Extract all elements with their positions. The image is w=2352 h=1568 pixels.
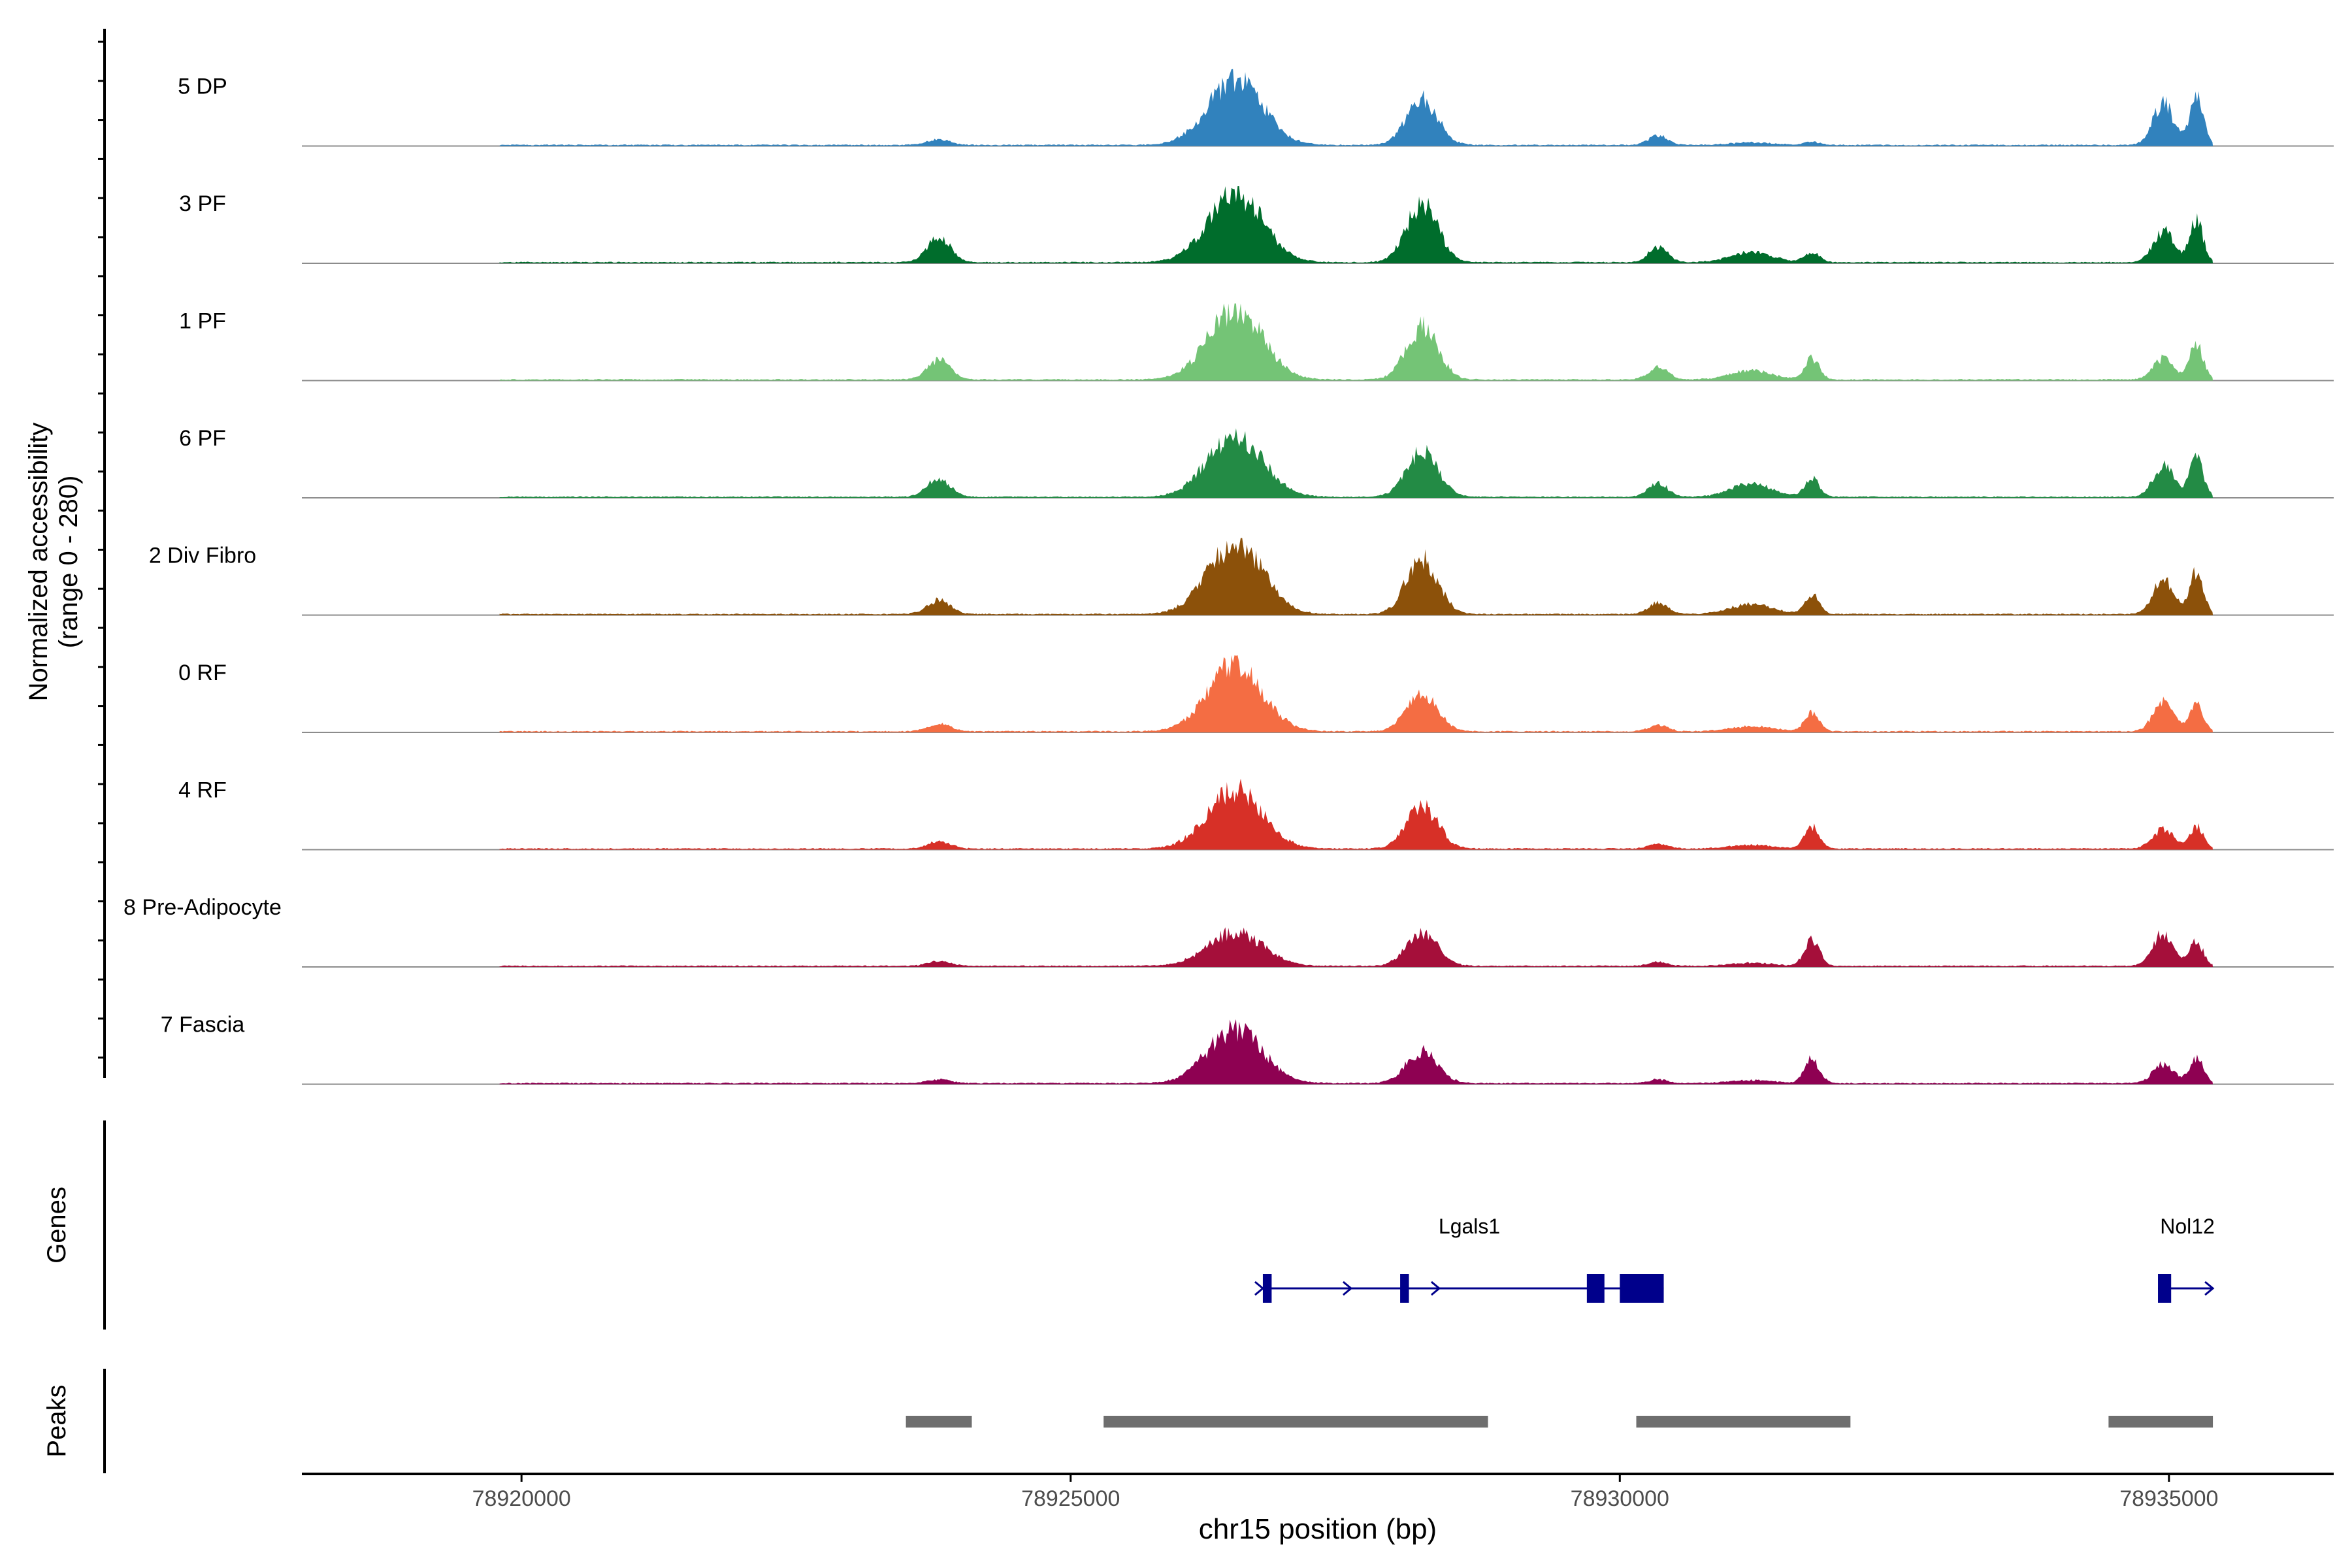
- coverage-track: 5 DP: [178, 69, 2334, 147]
- coverage-track: 8 Pre-Adipocyte: [123, 895, 2334, 968]
- track-label: 3 PF: [179, 191, 226, 216]
- strand-arrow: [1342, 1281, 1353, 1296]
- peak-bar: [2108, 1416, 2213, 1428]
- track-label: 7 Fascia: [161, 1013, 245, 1037]
- coverage-track: 2 Div Fibro: [149, 538, 2334, 616]
- gene-exon: [1262, 1274, 1272, 1303]
- gene-exon: [1586, 1274, 1605, 1303]
- x-axis-ticks: 78920000 78925000 78930000 78935000: [472, 1474, 2218, 1511]
- coverage-track: 3 PF: [179, 186, 2334, 264]
- track-label: 1 PF: [179, 309, 226, 334]
- gene-model: Nol12: [2158, 1215, 2215, 1303]
- peak-bar: [1636, 1416, 1851, 1428]
- coverage-tracks: 5 DP 3 PF 1 PF 6 PF 2 Div Fibro 0 RF 4 RF 8 Pre…: [123, 69, 2334, 1085]
- strand-arrow: [1430, 1281, 1441, 1296]
- track-label: 4 RF: [178, 778, 227, 803]
- strand-arrow: [1254, 1281, 1265, 1296]
- gene-exon: [1620, 1274, 1664, 1303]
- track-label: 2 Div Fibro: [149, 544, 256, 568]
- coverage-track: 6 PF: [179, 426, 2334, 498]
- gene-name: Nol12: [2160, 1215, 2215, 1238]
- strand-arrow: [2204, 1281, 2215, 1296]
- coverage-y-label: Normalized accessibility (range 0 - 280): [24, 423, 83, 702]
- x-axis-label: chr15 position (bp): [1199, 1513, 1437, 1545]
- y-label-line1: Normalized accessibility: [24, 423, 53, 702]
- track-label: 8 Pre-Adipocyte: [123, 895, 282, 920]
- peak-bar: [1103, 1416, 1488, 1428]
- track-label: 5 DP: [178, 74, 227, 99]
- gene-exon: [1400, 1274, 1409, 1303]
- coverage-track: 7 Fascia: [161, 1013, 2334, 1085]
- peak-bar: [906, 1416, 972, 1428]
- peaks-track: [906, 1416, 2213, 1428]
- genes-track-label: Genes: [42, 1186, 71, 1264]
- gene-exon: [2158, 1274, 2172, 1303]
- x-tick-label: 78935000: [2119, 1486, 2218, 1511]
- track-label: 6 PF: [179, 426, 226, 451]
- peaks-track-label: Peaks: [42, 1384, 71, 1457]
- track-label: 0 RF: [178, 661, 227, 685]
- coverage-track: 1 PF: [179, 303, 2334, 382]
- x-tick-label: 78920000: [472, 1486, 571, 1511]
- genes-track: Lgals1 Nol12: [1254, 1215, 2215, 1303]
- coverage-track: 0 RF: [178, 655, 2334, 733]
- gene-model: Lgals1: [1254, 1215, 1664, 1303]
- x-tick-label: 78930000: [1571, 1486, 1669, 1511]
- coverage-track: 4 RF: [178, 778, 2334, 851]
- x-tick-label: 78925000: [1021, 1486, 1120, 1511]
- y-label-line2: (range 0 - 280): [54, 476, 83, 649]
- gene-name: Lgals1: [1439, 1215, 1500, 1238]
- coverage-y-ticks: [98, 41, 105, 1059]
